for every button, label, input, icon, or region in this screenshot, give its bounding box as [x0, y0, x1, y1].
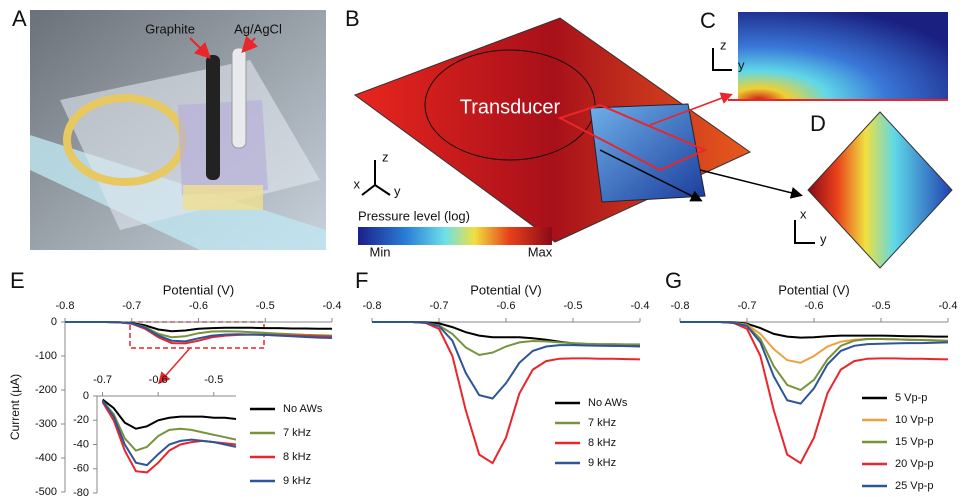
x-tick-label: -0.7 — [122, 300, 141, 312]
legend-label: 9 kHz — [283, 475, 311, 487]
legend-label: 20 Vp-p — [895, 458, 934, 470]
colorbar — [358, 227, 552, 245]
agagcl-electrode — [232, 48, 246, 148]
chamber — [178, 100, 268, 195]
x-tick-label: -0.5 — [872, 300, 891, 312]
y-tick-label: -400 — [35, 452, 57, 464]
axis-glyph — [795, 220, 815, 243]
panel-letter: B — [345, 6, 360, 31]
legend-label: 7 kHz — [283, 427, 311, 439]
x-tick-label: -0.4 — [323, 300, 342, 312]
legend-label: 25 Vp-p — [895, 480, 934, 492]
axis-glyph-label: y — [738, 57, 745, 72]
y-tick-label: -300 — [35, 418, 57, 430]
axis-glyph-label: y — [394, 183, 401, 198]
axis-glyph-label: x — [354, 176, 361, 191]
y-tick-label: 0 — [51, 316, 57, 328]
axis-glyph-label: z — [382, 149, 389, 164]
y-tick-label: -20 — [73, 414, 89, 426]
x-tick-label: -0.7 — [738, 300, 757, 312]
x-tick-label: -0.6 — [189, 300, 208, 312]
y-tick-label: -60 — [73, 463, 89, 475]
y-tick-label: 0 — [83, 390, 89, 402]
legend-label: 5 Vp-p — [895, 392, 927, 404]
x-tick-label: -0.5 — [204, 374, 223, 386]
axis-glyph — [375, 185, 390, 195]
axis-glyph-label: y — [820, 231, 827, 246]
x-axis-label: Potential (V) — [778, 282, 850, 297]
x-tick-label: -0.8 — [671, 300, 690, 312]
x-tick-label: -0.5 — [256, 300, 275, 312]
y-tick-label: -200 — [35, 384, 57, 396]
colorbar-label: Max — [528, 244, 553, 259]
data-line — [65, 322, 332, 331]
data-line — [372, 322, 640, 355]
inset-background — [97, 396, 236, 493]
data-line — [65, 322, 332, 341]
y-tick-label: -80 — [73, 487, 89, 497]
panel-letter: A — [12, 6, 27, 31]
x-tick-label: -0.8 — [56, 300, 75, 312]
axis-glyph — [362, 185, 375, 195]
colorbar-title: Pressure level (log) — [358, 208, 470, 223]
annotation: Graphite — [145, 21, 195, 36]
axis-glyph-label: x — [800, 206, 807, 221]
annotation: Ag/AgCl — [234, 21, 282, 36]
x-tick-label: -0.6 — [805, 300, 824, 312]
x-tick-label: -0.5 — [564, 300, 583, 312]
x-tick-label: -0.7 — [430, 300, 449, 312]
y-tick-label: -40 — [73, 438, 89, 450]
legend-label: No AWs — [283, 403, 323, 415]
figure: A Graphite Ag/AgCl B Transducer z x y Pr… — [0, 0, 965, 497]
legend-label: 7 kHz — [588, 417, 616, 429]
data-line — [372, 322, 640, 399]
x-tick-label: -0.4 — [939, 300, 958, 312]
x-tick-label: -0.8 — [363, 300, 382, 312]
pad — [183, 185, 263, 210]
graphite-electrode — [206, 55, 220, 180]
panel-letter: G — [665, 268, 682, 293]
x-axis-label: Potential (V) — [163, 282, 235, 297]
panel-letter: F — [355, 268, 368, 293]
y-tick-label: -500 — [35, 486, 57, 497]
data-line — [680, 322, 948, 338]
y-tick-label: -100 — [35, 350, 57, 362]
colorbar-label: Min — [370, 244, 391, 259]
y-axis-label: Current (µA) — [8, 374, 22, 440]
legend-label: 8 kHz — [283, 451, 311, 463]
legend-label: 10 Vp-p — [895, 414, 934, 426]
x-tick-label: -0.7 — [93, 374, 112, 386]
legend-label: 15 Vp-p — [895, 436, 934, 448]
x-tick-label: -0.6 — [149, 374, 168, 386]
panel-letter: C — [700, 8, 716, 33]
x-tick-label: -0.4 — [631, 300, 650, 312]
field-map — [738, 12, 948, 100]
legend-label: 9 kHz — [588, 457, 616, 469]
x-tick-label: -0.6 — [497, 300, 516, 312]
annotation: Transducer — [460, 96, 561, 118]
data-line — [372, 322, 640, 346]
x-axis-label: Potential (V) — [470, 282, 542, 297]
panel-letter: D — [810, 111, 826, 136]
panel-letter: E — [10, 268, 25, 293]
legend-label: No AWs — [588, 397, 628, 409]
arrow — [700, 170, 800, 195]
legend-label: 8 kHz — [588, 437, 616, 449]
axis-glyph-label: z — [720, 37, 727, 52]
field-map — [808, 112, 952, 268]
